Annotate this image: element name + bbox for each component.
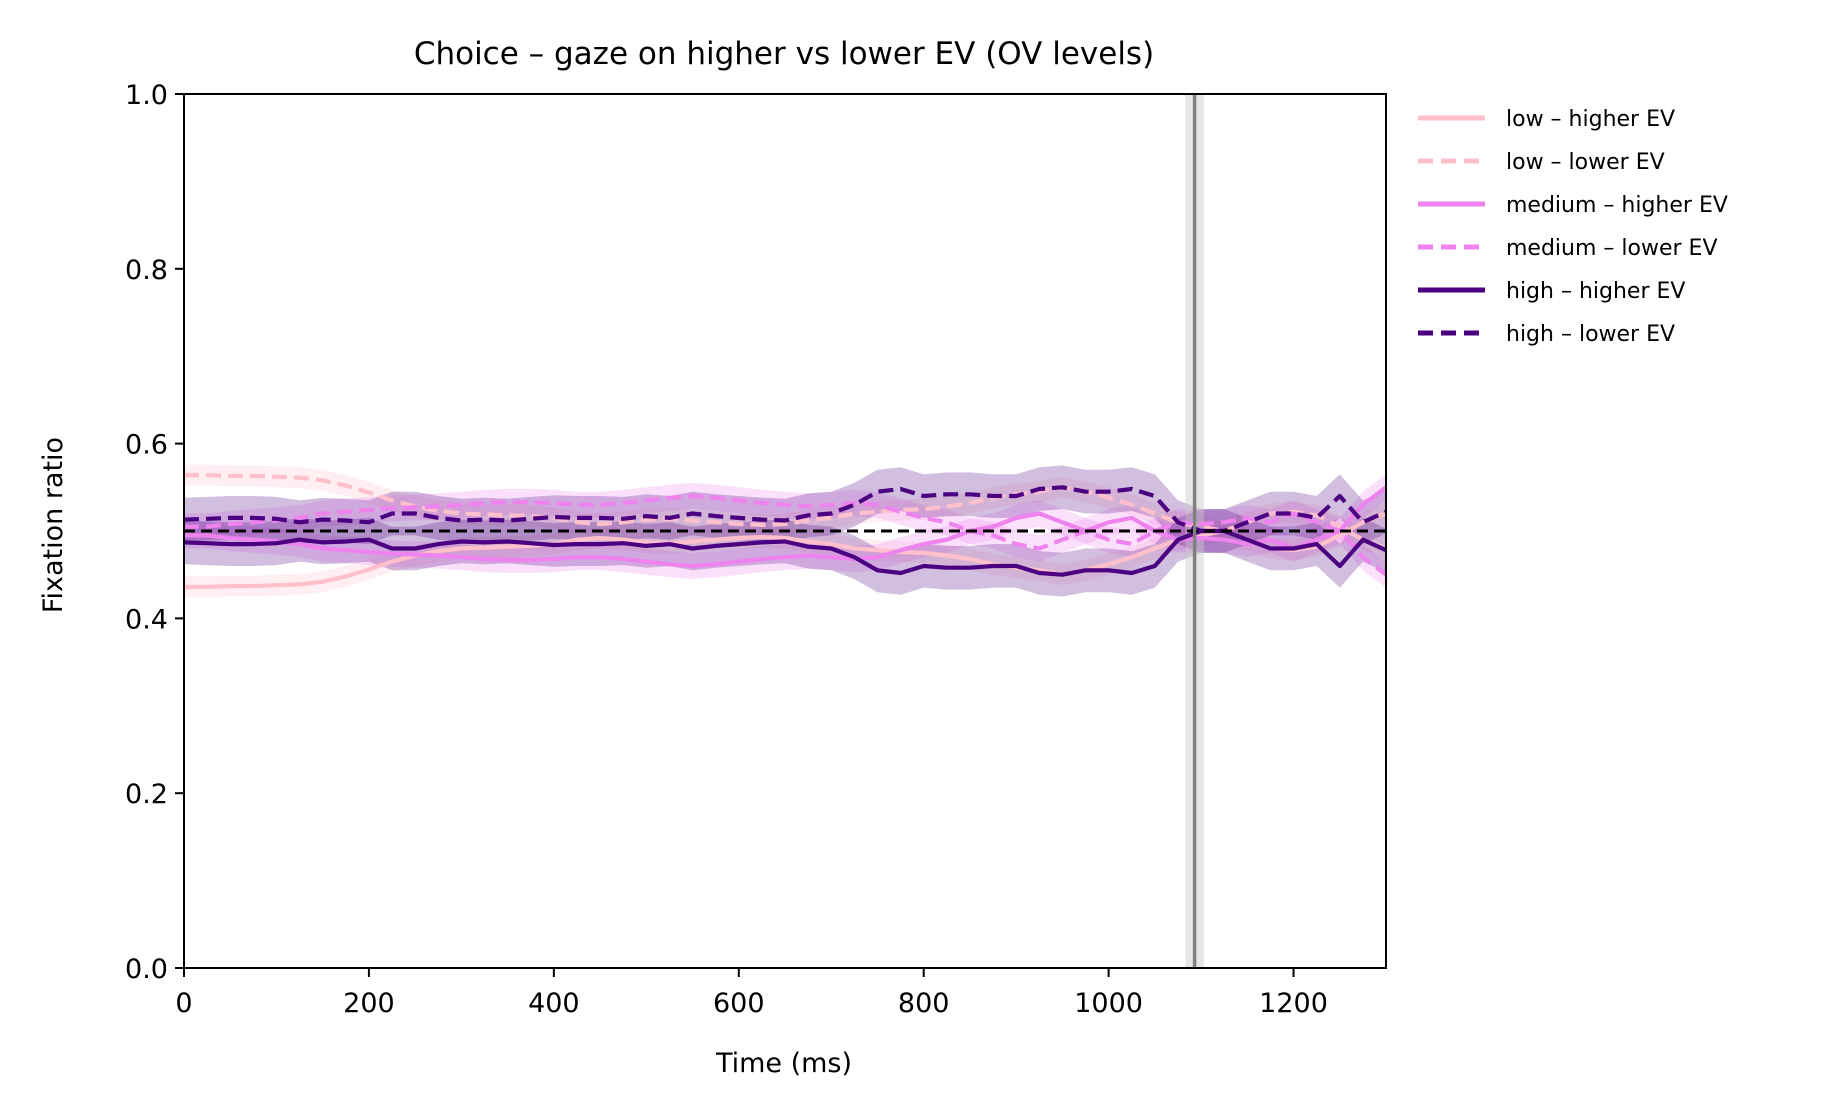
band-low-higher-ev	[184, 503, 1386, 598]
y-tick-label: 0.4	[125, 604, 168, 635]
x-tick-label: 0	[175, 988, 192, 1019]
x-tick-label: 1200	[1259, 988, 1328, 1019]
series-lines	[183, 94, 1388, 968]
legend-label-low-higher-ev: low – higher EV	[1506, 107, 1675, 132]
series-line-high-lower-ev	[183, 485, 1387, 534]
x-tick-label: 800	[898, 988, 950, 1019]
y-tick-label: 0.0	[125, 954, 168, 985]
x-tick-label: 600	[713, 988, 765, 1019]
y-tick-label: 0.2	[125, 779, 168, 810]
series-line-high-higher-ev	[183, 528, 1387, 577]
confidence-bands	[184, 464, 1386, 598]
y-axis-label: Fixation ratio	[38, 437, 69, 613]
legend-label-low-lower-ev: low – lower EV	[1506, 150, 1665, 175]
x-tick-label: 200	[343, 988, 395, 1019]
axes: 0 200 400 600 800 1000 1200 0.0 0.2 0.4 0.6 0.8 1.0	[125, 80, 1387, 1019]
band-high-lower-ev	[184, 465, 1386, 553]
plot-frame	[183, 93, 1387, 969]
y-tick-label: 1.0	[125, 80, 168, 111]
legend: low – higher EV low – lower EV medium – hi…	[1418, 107, 1728, 347]
y-tick-label: 0.6	[125, 430, 168, 461]
x-tick-label: 1000	[1074, 988, 1143, 1019]
legend-label-medium-lower-ev: medium – lower EV	[1506, 236, 1718, 261]
legend-label-medium-higher-ev: medium – higher EV	[1506, 193, 1728, 218]
x-tick-label: 400	[528, 988, 580, 1019]
band-high-higher-ev	[184, 509, 1386, 597]
series-line-medium-higher-ev	[184, 485, 1388, 569]
legend-label-high-higher-ev: high – higher EV	[1506, 279, 1685, 304]
series-line-medium-lower-ev	[184, 493, 1388, 577]
x-axis-label: Time (ms)	[715, 1048, 852, 1079]
band-medium-higher-ev	[184, 474, 1386, 580]
chart-title: Choice – gaze on higher vs lower EV (OV …	[414, 36, 1154, 72]
band-low-lower-ev	[184, 464, 1386, 559]
legend-label-high-lower-ev: high – lower EV	[1506, 322, 1675, 347]
y-tick-label: 0.8	[125, 255, 168, 286]
band-medium-lower-ev	[184, 482, 1386, 588]
